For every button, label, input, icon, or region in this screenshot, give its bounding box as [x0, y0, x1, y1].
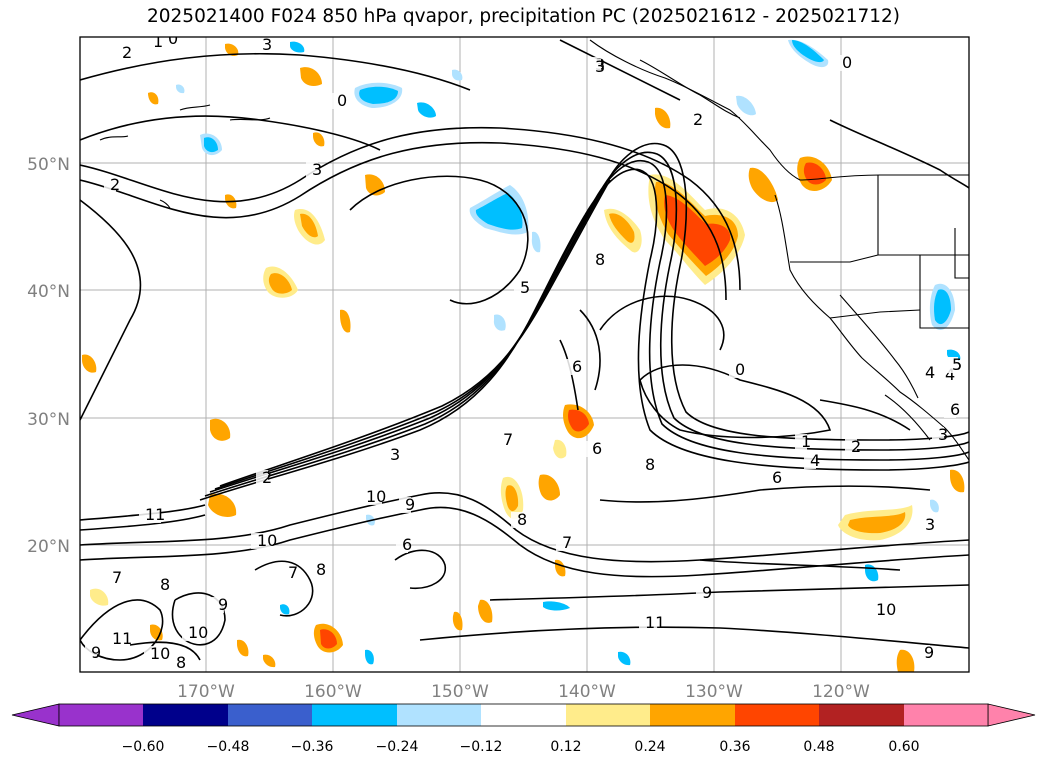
colorbar-segment	[735, 704, 819, 726]
contour-label: 10	[257, 531, 277, 550]
contour-label: 7	[503, 430, 513, 449]
contour-label: 3	[312, 160, 322, 179]
contour-label: 2	[110, 175, 120, 194]
contour-label: 8	[645, 455, 655, 474]
colorbar-tick: 0.60	[888, 739, 919, 755]
contour-label: 1	[153, 32, 163, 51]
contour-label: 6	[572, 357, 582, 376]
contour-label: 0	[168, 29, 178, 48]
contour-label: 3	[390, 445, 400, 464]
contour-label: 11	[145, 505, 165, 524]
contour-label: 10	[876, 600, 896, 619]
colorbar-tick: −0.36	[291, 739, 334, 755]
colorbar-segment	[397, 704, 481, 726]
contour-label: 0	[842, 53, 852, 72]
coastlines	[99, 39, 969, 461]
precip-negative	[176, 39, 961, 666]
lon-label: 140°W	[558, 682, 616, 702]
colorbar-tick: 0.48	[803, 739, 834, 755]
colorbar-tick: 0.24	[634, 739, 665, 755]
plot-area	[80, 37, 969, 672]
contour-label: 7	[112, 568, 122, 587]
contour-label: 10	[188, 623, 208, 642]
contour-label: 4	[810, 451, 820, 470]
precip-positive-spots	[82, 43, 965, 672]
contour-label: 4	[925, 363, 935, 382]
colorbar-segment	[312, 704, 397, 726]
contour-label: 10	[150, 644, 170, 663]
map-title: 2025021400 F024 850 hPa qvapor, precipit…	[147, 6, 900, 27]
colorbar-segment	[143, 704, 228, 726]
contour-label: 4	[945, 365, 955, 384]
contour-label: 8	[316, 560, 326, 579]
contour-label: 2	[851, 437, 861, 456]
contour-label: 2	[693, 110, 703, 129]
lat-label: 50°N	[27, 155, 70, 175]
contour-label: 11	[112, 629, 132, 648]
colorbar-right-extension	[987, 703, 1036, 727]
latitude-labels: 50°N 40°N 30°N 20°N	[27, 155, 70, 557]
lon-label: 150°W	[431, 682, 489, 702]
contour-label: 3	[925, 515, 935, 534]
contour-label: 0	[735, 360, 745, 379]
colorbar-segment	[819, 704, 904, 726]
contour-label: 1	[801, 432, 811, 451]
colorbar-tick: −0.48	[207, 739, 250, 755]
colorbar-tick: −0.12	[460, 739, 503, 755]
colorbar-tick: −0.60	[122, 739, 165, 755]
contour-label: 5	[952, 355, 962, 374]
contour-label: 9	[405, 495, 415, 514]
contour-label: 5	[520, 278, 530, 297]
contour-label: 3	[938, 425, 948, 444]
contour-label: 6	[772, 468, 782, 487]
contour-label: 6	[592, 439, 602, 458]
contour-label: 9	[91, 643, 101, 662]
colorbar-frame	[58, 703, 989, 727]
colorbar-segment	[59, 704, 143, 726]
colorbar: −0.60 −0.48 −0.36 −0.24 −0.12 0.12 0.24 …	[11, 703, 1036, 755]
contour-label: 8	[160, 575, 170, 594]
lat-label: 30°N	[27, 410, 70, 430]
contour-label: 0	[337, 91, 347, 110]
colorbar-segment	[481, 704, 566, 726]
contour-label: 9	[702, 583, 712, 602]
contour-label: 3	[262, 35, 272, 54]
contour-label: 8	[517, 510, 527, 529]
contour-label: 6	[402, 535, 412, 554]
colorbar-tick: −0.24	[376, 739, 419, 755]
plot-frame	[79, 36, 970, 673]
longitude-labels: 170°W 160°W 150°W 140°W 130°W 120°W	[177, 682, 870, 702]
contour-label: 8	[595, 250, 605, 269]
colorbar-segment	[904, 704, 988, 726]
colorbar-segment	[228, 704, 312, 726]
lon-label: 130°W	[685, 682, 743, 702]
lon-label: 160°W	[304, 682, 362, 702]
contour-label: 3	[595, 57, 605, 76]
contour-label: 2	[262, 468, 272, 487]
colorbar-tick: 0.12	[550, 739, 581, 755]
colorbar-segment	[650, 704, 735, 726]
contour-label: 2	[122, 43, 132, 62]
contour-label: 7	[288, 563, 298, 582]
contour-label: 6	[950, 400, 960, 419]
contour-label: 11	[645, 613, 665, 632]
lon-label: 120°W	[812, 682, 870, 702]
lat-label: 20°N	[27, 537, 70, 557]
contour-label: 7	[562, 533, 572, 552]
colorbar-tick: 0.36	[719, 739, 750, 755]
colorbar-segment	[566, 704, 650, 726]
contour-lines	[80, 39, 969, 661]
contour-label: 8	[176, 653, 186, 672]
lon-label: 170°W	[177, 682, 235, 702]
contour-label: 10	[366, 487, 386, 506]
lat-label: 40°N	[27, 282, 70, 302]
contour-labels: 0123023323586012468234567891011379111097…	[85, 29, 962, 672]
colorbar-left-extension	[11, 703, 60, 727]
contour-label: 9	[218, 595, 228, 614]
contour-label: 9	[924, 643, 934, 662]
